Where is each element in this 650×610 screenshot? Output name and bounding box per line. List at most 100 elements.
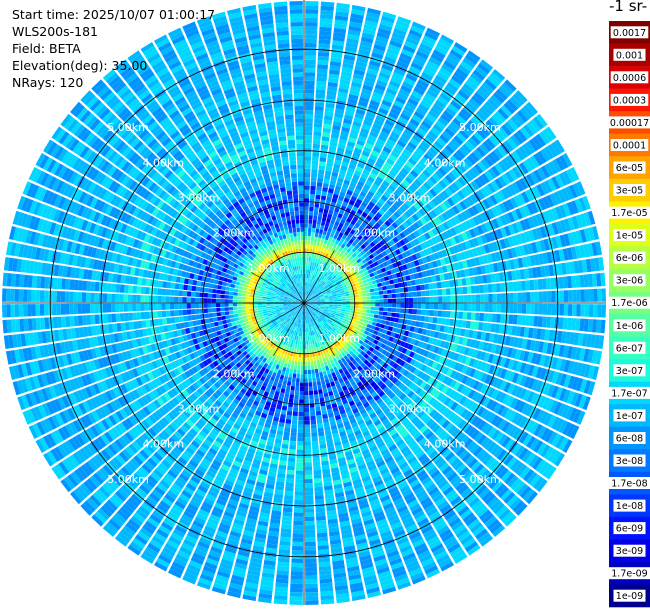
ppi-cell	[338, 252, 344, 258]
ppi-cell	[525, 280, 531, 291]
ppi-cell	[299, 386, 304, 392]
ppi-cell	[288, 359, 292, 365]
ppi-cell	[455, 93, 467, 104]
ppi-cell	[444, 280, 450, 288]
ppi-cell	[362, 296, 367, 300]
ppi-cell	[346, 171, 354, 178]
ppi-cell	[376, 157, 386, 165]
ppi-cell	[341, 215, 348, 221]
ppi-cell	[305, 596, 319, 601]
ppi-cell	[328, 250, 334, 256]
ppi-cell	[314, 118, 323, 124]
ppi-cell	[304, 537, 316, 543]
ppi-cell	[321, 366, 326, 372]
ppi-cell	[291, 419, 298, 425]
ppi-cell	[301, 357, 304, 362]
ppi-cell	[318, 255, 322, 260]
ppi-cell	[526, 292, 531, 303]
ppi-cell	[328, 209, 334, 216]
ppi-cell	[368, 284, 374, 289]
ppi-cell	[375, 176, 384, 184]
ppi-cell	[411, 90, 423, 100]
ppi-cell	[436, 317, 442, 325]
ppi-cell	[308, 215, 313, 220]
ppi-cell	[306, 291, 309, 296]
ppi-cell	[480, 294, 485, 303]
ppi-cell	[601, 304, 606, 318]
ppi-cell	[297, 424, 304, 429]
ppi-cell	[294, 495, 304, 501]
ppi-cell	[297, 365, 301, 370]
ppi-cell	[450, 287, 455, 295]
ppi-cell	[329, 260, 334, 266]
ppi-cell	[361, 221, 367, 228]
ppi-cell	[421, 120, 432, 130]
ppi-cell	[366, 296, 371, 300]
ppi-cell	[387, 294, 392, 299]
ppi-cell	[336, 250, 341, 256]
ppi-cell	[304, 508, 315, 513]
ppi-cell	[362, 300, 367, 303]
ppi-cell	[408, 308, 413, 314]
ppi-cell	[318, 274, 323, 279]
ppi-cell	[366, 303, 372, 307]
ppi-cell	[325, 244, 330, 250]
ppi-cell	[340, 187, 348, 194]
ppi-cell	[387, 84, 399, 92]
ppi-cell	[328, 73, 340, 80]
ppi-cell	[314, 271, 318, 277]
ppi-cell	[420, 309, 426, 316]
ppi-cell	[304, 437, 311, 442]
ppi-cell	[340, 205, 347, 211]
ppi-cell	[319, 260, 323, 265]
ppi-cell	[369, 187, 377, 194]
ppi-cell	[398, 116, 409, 125]
ppi-cell	[360, 127, 370, 135]
ppi-cell	[335, 155, 343, 161]
ppi-cell	[304, 122, 313, 127]
ppi-cell	[322, 182, 329, 188]
ppi-cell	[315, 281, 319, 286]
ppi-cell	[306, 278, 308, 283]
ppi-cell	[432, 317, 438, 324]
ppi-cell	[379, 299, 384, 303]
ppi-cell	[313, 271, 316, 276]
ppi-cell	[475, 285, 480, 294]
ppi-cell	[366, 12, 380, 20]
ppi-cell	[304, 68, 316, 73]
ppi-cell	[415, 285, 421, 291]
ppi-cell	[307, 336, 310, 341]
ppi-cell	[312, 284, 316, 289]
ppi-cell	[284, 358, 289, 364]
ppi-cell	[282, 380, 288, 385]
ppi-cell	[305, 30, 318, 35]
ppi-cell	[304, 432, 311, 438]
ppi-cell	[454, 295, 460, 303]
ppi-cell	[354, 65, 366, 72]
ppi-cell	[484, 303, 489, 312]
ppi-cell	[309, 253, 312, 258]
ppi-cell	[297, 432, 304, 438]
ppi-cell	[315, 93, 326, 99]
ppi-cell	[597, 304, 602, 318]
ppi-cell	[309, 210, 314, 216]
ppi-cell	[315, 406, 321, 412]
ppi-cell	[470, 285, 476, 294]
ppi-cell	[356, 57, 369, 64]
ppi-cell	[375, 299, 380, 303]
ppi-cell	[398, 88, 410, 97]
ppi-cell	[349, 305, 355, 309]
ppi-cell	[571, 318, 577, 331]
ppi-cell	[304, 273, 306, 278]
ppi-cell	[365, 313, 371, 317]
ppi-cell	[296, 462, 304, 467]
ppi-cell	[288, 453, 296, 458]
ppi-cell	[440, 113, 452, 124]
ppi-cell	[364, 76, 376, 84]
ppi-cell	[397, 16, 412, 25]
ppi-cell	[317, 536, 328, 542]
ppi-cell	[395, 308, 401, 313]
ppi-cell	[409, 65, 422, 75]
ppi-cell	[291, 550, 303, 555]
ppi-cell	[290, 583, 303, 589]
